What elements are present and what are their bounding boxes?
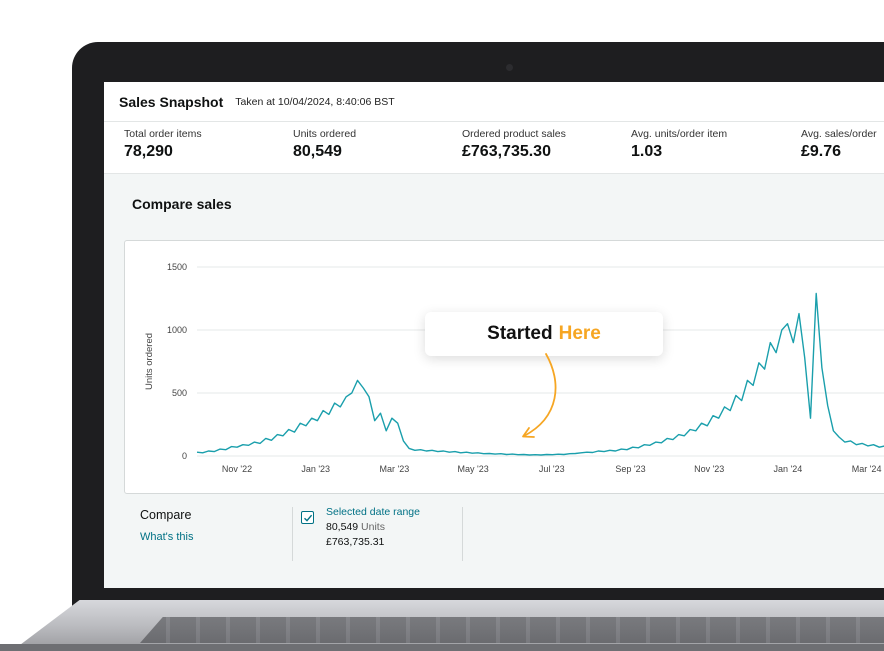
x-tick-label: Jan '23 [301,464,330,474]
metric-value: 78,290 [124,143,173,160]
screen: Sales Snapshot Taken at 10/04/2024, 8:40… [104,82,884,588]
metrics-row: Total order items 78,290 Units ordered 8… [104,122,884,174]
x-tick-label: Sep '23 [615,464,645,474]
x-tick-label: Mar '24 [852,464,882,474]
range-units: 80,549 Units [326,521,385,533]
range-units-suffix: Units [361,521,385,533]
compare-label: Compare [140,508,192,522]
metric-label: Units ordered [293,128,357,140]
metric-units-ordered: Units ordered 80,549 [293,128,356,161]
metric-value: 1.03 [631,143,663,160]
metric-total-order-items: Total order items 78,290 [124,128,202,161]
x-tick-label: Nov '23 [694,464,724,474]
metric-value: £9.76 [801,143,842,160]
metric-avg-sales: Avg. sales/order £9.76 [801,128,877,161]
x-tick-label: Jul '23 [539,464,565,474]
started-here-callout: Started Here [425,312,663,356]
selected-range-label[interactable]: Selected date range [326,506,420,518]
y-tick-label: 0 [182,451,187,461]
snapshot-header: Sales Snapshot Taken at 10/04/2024, 8:40… [104,82,884,122]
callout-accent: Here [558,323,601,344]
y-tick-label: 1500 [167,262,187,272]
x-tick-label: Jan '24 [774,464,803,474]
metric-avg-units: Avg. units/order item 1.03 [631,128,727,161]
whats-this-link[interactable]: What's this [140,531,194,543]
metric-label: Ordered product sales [462,128,566,140]
checkmark-icon [304,514,313,522]
curved-arrow-icon [522,353,557,438]
x-tick-label: Nov '22 [222,464,252,474]
selected-range-checkbox[interactable] [301,511,314,524]
y-axis-label: Units ordered [144,333,155,390]
metric-label: Avg. sales/order [801,128,877,140]
compare-sales-title: Compare sales [132,196,232,212]
laptop-edge [0,644,884,651]
range-units-value: 80,549 [326,521,359,533]
camera-icon [506,64,513,71]
compare-sales-panel: Compare sales 0 500 1000 1500 Units ordered N… [104,174,884,588]
snapshot-timestamp: Taken at 10/04/2024, 8:40:06 BST [235,95,395,108]
divider [292,507,293,561]
y-tick-label: 500 [172,388,187,398]
range-sales: £763,735.31 [326,536,385,548]
page-title: Sales Snapshot [119,93,224,110]
divider [462,507,463,561]
metric-label: Avg. units/order item [631,128,728,140]
metric-ordered-product-sales: Ordered product sales £763,735.30 [462,128,566,161]
compare-legend: Compare What's this Selected date range … [104,497,884,587]
units-ordered-line [196,292,884,456]
x-tick-label: May '23 [457,464,488,474]
sales-chart: 0 500 1000 1500 Units ordered Nov '22 Jan '23 M… [124,240,884,494]
metric-value: 80,549 [293,143,342,160]
metric-label: Total order items [124,128,202,140]
units-ordered-chart: 0 500 1000 1500 Units ordered Nov '22 Jan '23 M… [144,262,884,474]
x-tick-label: Mar '23 [380,464,410,474]
keyboard [140,617,884,643]
metric-value: £763,735.30 [462,143,551,160]
y-tick-label: 1000 [167,325,187,335]
callout-text: Started [487,323,553,344]
